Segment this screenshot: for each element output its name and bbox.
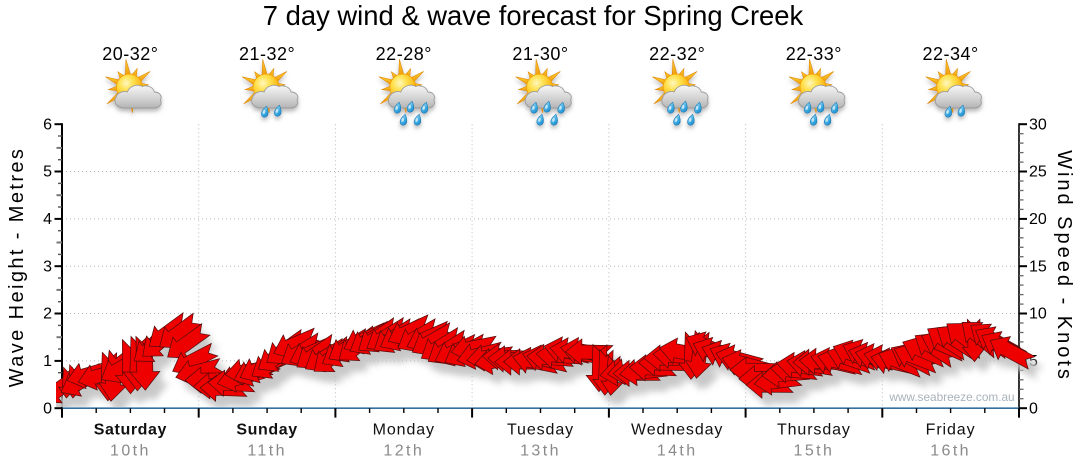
svg-text:Tuesday: Tuesday: [507, 422, 574, 439]
svg-text:16th: 16th: [930, 443, 971, 460]
svg-text:10th: 10th: [110, 443, 151, 460]
svg-text:0: 0: [1029, 400, 1038, 417]
svg-text:4: 4: [43, 211, 52, 228]
svg-text:Saturday: Saturday: [94, 422, 167, 439]
svg-text:Wednesday: Wednesday: [631, 422, 723, 439]
svg-text:Wind Speed - Knots: Wind Speed - Knots: [1053, 150, 1075, 382]
svg-text:15th: 15th: [794, 443, 835, 460]
svg-text:14th: 14th: [657, 443, 698, 460]
svg-text:5: 5: [43, 164, 52, 181]
svg-text:Sunday: Sunday: [236, 422, 297, 439]
svg-text:22-34°: 22-34°: [922, 44, 978, 64]
svg-text:Monday: Monday: [373, 422, 435, 439]
svg-text:20: 20: [1029, 211, 1047, 228]
svg-text:Wave Height - Metres: Wave Height - Metres: [6, 147, 28, 388]
svg-text:www.seabreeze.com.au: www.seabreeze.com.au: [888, 390, 1014, 404]
svg-text:25: 25: [1029, 164, 1047, 181]
svg-text:Friday: Friday: [926, 422, 976, 439]
svg-text:3: 3: [43, 258, 52, 275]
svg-text:6: 6: [43, 116, 52, 133]
svg-text:Thursday: Thursday: [777, 422, 851, 439]
svg-text:12th: 12th: [383, 443, 424, 460]
svg-text:10: 10: [1029, 306, 1047, 323]
svg-text:15: 15: [1029, 258, 1047, 275]
svg-text:0: 0: [43, 400, 52, 417]
svg-text:2: 2: [43, 306, 52, 323]
svg-text:11th: 11th: [247, 443, 287, 460]
svg-text:22-28°: 22-28°: [376, 44, 432, 64]
svg-text:20-32°: 20-32°: [102, 44, 158, 64]
svg-text:1: 1: [43, 353, 52, 370]
svg-text:22-32°: 22-32°: [649, 44, 705, 64]
svg-text:21-30°: 21-30°: [512, 44, 568, 64]
svg-text:22-33°: 22-33°: [786, 44, 842, 64]
svg-text:21-32°: 21-32°: [239, 44, 295, 64]
svg-text:30: 30: [1029, 116, 1047, 133]
svg-text:13th: 13th: [520, 443, 561, 460]
svg-text:7 day wind & wave forecast for: 7 day wind & wave forecast for Spring Cr…: [263, 0, 804, 31]
